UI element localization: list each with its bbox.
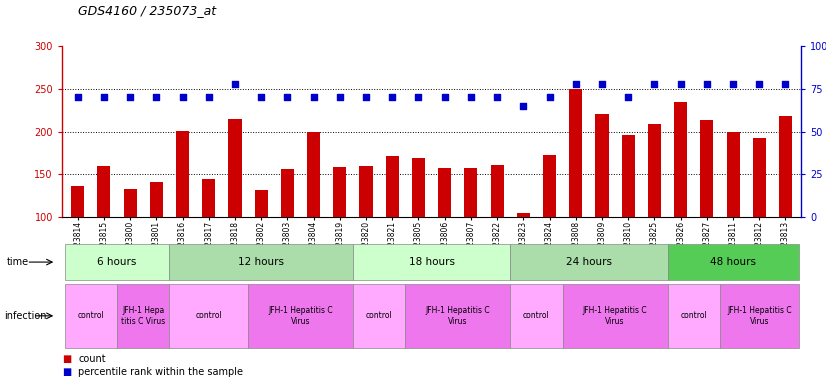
Point [307, 94, 320, 101]
Bar [622, 135, 634, 217]
Bar [779, 116, 792, 217]
Point [176, 94, 189, 101]
Text: 24 hours: 24 hours [566, 257, 612, 267]
Bar [596, 114, 609, 217]
Bar [176, 131, 189, 217]
Point [150, 94, 163, 101]
Bar [333, 167, 346, 217]
Point [648, 81, 661, 87]
Point [569, 81, 582, 87]
Bar [150, 182, 163, 217]
Point [412, 94, 425, 101]
Text: 18 hours: 18 hours [409, 257, 454, 267]
Point [674, 81, 687, 87]
Text: control: control [196, 311, 222, 320]
Bar [254, 190, 268, 217]
Bar [124, 189, 136, 217]
Text: JFH-1 Hepatitis C
Virus: JFH-1 Hepatitis C Virus [583, 306, 648, 326]
Text: JFH-1 Hepatitis C
Virus: JFH-1 Hepatitis C Virus [425, 306, 490, 326]
Bar [307, 131, 320, 217]
Point [71, 94, 84, 101]
Text: control: control [78, 311, 104, 320]
Bar [386, 156, 399, 217]
Point [464, 94, 477, 101]
Point [254, 94, 268, 101]
Point [517, 103, 530, 109]
Bar [569, 89, 582, 217]
Text: JFH-1 Hepatitis C
Virus: JFH-1 Hepatitis C Virus [268, 306, 333, 326]
Bar [438, 168, 451, 217]
Point [779, 81, 792, 87]
Text: control: control [523, 311, 550, 320]
Bar [359, 166, 373, 217]
Text: JFH-1 Hepa
titis C Virus: JFH-1 Hepa titis C Virus [121, 306, 165, 326]
Point [622, 94, 635, 101]
Bar [517, 213, 530, 217]
Point [726, 81, 739, 87]
Text: infection: infection [4, 311, 46, 321]
Text: count: count [78, 354, 106, 364]
Text: JFH-1 Hepatitis C
Virus: JFH-1 Hepatitis C Virus [727, 306, 791, 326]
Point [333, 94, 346, 101]
Point [596, 81, 609, 87]
Point [228, 81, 241, 87]
Text: 6 hours: 6 hours [97, 257, 136, 267]
Point [386, 94, 399, 101]
Bar [700, 119, 714, 217]
Bar [281, 169, 294, 217]
Bar [97, 166, 111, 217]
Bar [202, 179, 216, 217]
Point [700, 81, 714, 87]
Bar [674, 102, 687, 217]
Bar [412, 158, 425, 217]
Text: control: control [366, 311, 392, 320]
Point [438, 94, 451, 101]
Point [752, 81, 766, 87]
Bar [543, 155, 556, 217]
Bar [491, 165, 504, 217]
Text: 12 hours: 12 hours [238, 257, 284, 267]
Text: GDS4160 / 235073_at: GDS4160 / 235073_at [78, 4, 216, 17]
Point [543, 94, 556, 101]
Point [359, 94, 373, 101]
Bar [464, 168, 477, 217]
Point [202, 94, 216, 101]
Bar [648, 124, 661, 217]
Point [281, 94, 294, 101]
Point [491, 94, 504, 101]
Text: ■: ■ [62, 354, 71, 364]
Text: ■: ■ [62, 367, 71, 377]
Bar [727, 131, 739, 217]
Bar [229, 119, 241, 217]
Bar [71, 186, 84, 217]
Point [97, 94, 111, 101]
Text: control: control [681, 311, 707, 320]
Point [124, 94, 137, 101]
Text: time: time [7, 257, 29, 267]
Bar [752, 138, 766, 217]
Text: percentile rank within the sample: percentile rank within the sample [78, 367, 244, 377]
Text: 48 hours: 48 hours [710, 257, 756, 267]
